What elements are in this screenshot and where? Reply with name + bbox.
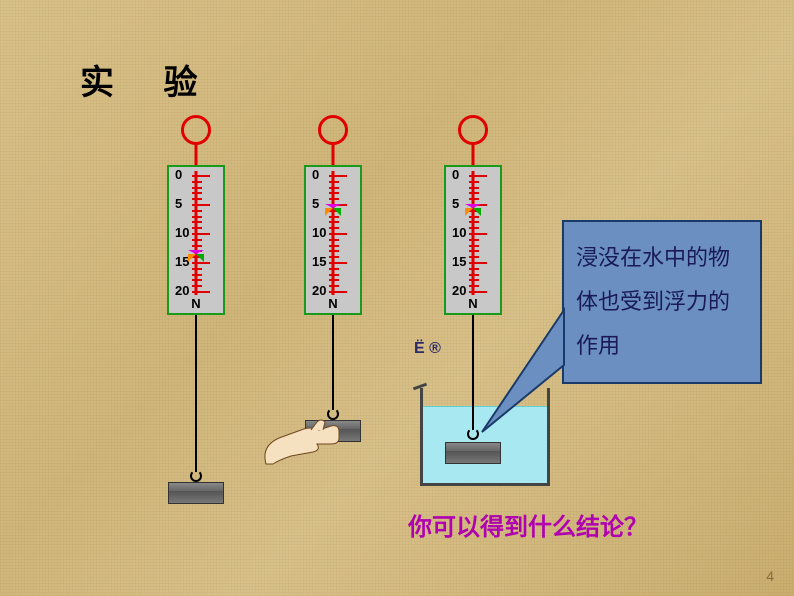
tick-label: 0 — [175, 167, 182, 182]
tick-label: 15 — [312, 254, 326, 269]
tick-label: 10 — [452, 225, 466, 240]
scale-body: 05101520N — [167, 165, 225, 315]
wire — [332, 315, 334, 410]
tick-minor — [469, 187, 479, 189]
hook-icon — [467, 428, 479, 440]
tick-minor — [192, 285, 202, 287]
tick-minor — [469, 198, 479, 200]
tick-label: 10 — [312, 225, 326, 240]
ring-icon — [458, 115, 488, 145]
tick-minor — [192, 198, 202, 200]
tick-major — [329, 175, 347, 177]
tick-minor — [329, 279, 339, 281]
tick-minor — [469, 256, 479, 258]
pointer-icon — [188, 254, 204, 262]
tick-minor — [192, 274, 202, 276]
wire — [195, 315, 197, 472]
tick-minor — [329, 187, 339, 189]
tick-label: 0 — [452, 167, 459, 182]
tick-minor — [329, 285, 339, 287]
tick-minor — [192, 268, 202, 270]
tick-minor — [469, 227, 479, 229]
tick-label: 20 — [452, 283, 466, 298]
tick-minor — [192, 210, 202, 212]
slide-title: 实 验 — [80, 55, 217, 104]
tick-major — [329, 233, 347, 235]
tick-minor — [469, 221, 479, 223]
pointer-icon — [325, 208, 341, 216]
tick-major — [192, 262, 210, 264]
tick-minor — [469, 279, 479, 281]
tick-major — [469, 291, 487, 293]
tick-minor — [329, 192, 339, 194]
tick-major — [192, 204, 210, 206]
scale-body: 0 5 10 15 20N — [444, 165, 502, 315]
tick-minor — [329, 181, 339, 183]
tick-label: 5 — [452, 196, 459, 211]
weight-block — [168, 482, 224, 504]
tick-label: 5 — [175, 196, 182, 211]
tick-minor — [469, 216, 479, 218]
tick-minor — [192, 227, 202, 229]
unit-label: N — [328, 296, 337, 311]
tick-minor — [192, 221, 202, 223]
tick-minor — [469, 268, 479, 270]
pointer-icon — [465, 208, 481, 216]
tick-minor — [329, 216, 339, 218]
tick-label: 5 — [312, 196, 319, 211]
weight-block — [445, 442, 501, 464]
tick-minor — [192, 187, 202, 189]
tick-major — [192, 291, 210, 293]
tick-label: 0 — [312, 167, 319, 182]
tick-major — [469, 175, 487, 177]
tick-minor — [469, 192, 479, 194]
tick-minor — [469, 245, 479, 247]
hook-icon — [190, 470, 202, 482]
callout-box: 浸没在水中的物体也受到浮力的作用 — [562, 220, 762, 384]
water-label: Ë ® — [414, 340, 441, 358]
tick-minor — [329, 245, 339, 247]
tick-major — [329, 262, 347, 264]
ring-icon — [181, 115, 211, 145]
tick-major — [469, 262, 487, 264]
tick-minor — [192, 279, 202, 281]
tick-minor — [192, 192, 202, 194]
tick-minor — [329, 274, 339, 276]
tick-minor — [192, 216, 202, 218]
tick-minor — [469, 239, 479, 241]
hand-icon — [261, 416, 351, 471]
tick-minor — [192, 245, 202, 247]
tick-minor — [469, 250, 479, 252]
tick-minor — [192, 239, 202, 241]
tick-minor — [329, 268, 339, 270]
tick-label: 10 — [175, 225, 189, 240]
tick-label: 20 — [175, 283, 189, 298]
tick-minor — [329, 221, 339, 223]
tick-major — [469, 233, 487, 235]
tick-minor — [469, 285, 479, 287]
wire — [472, 315, 474, 430]
tick-minor — [329, 250, 339, 252]
ring-icon — [318, 115, 348, 145]
tick-minor — [329, 227, 339, 229]
slide-number: 4 — [766, 568, 774, 584]
tick-label: 20 — [312, 283, 326, 298]
scale-body: 0 5 10 15 20N — [304, 165, 362, 315]
beaker — [420, 388, 550, 486]
tick-minor — [329, 198, 339, 200]
tick-major — [192, 233, 210, 235]
tick-minor — [469, 181, 479, 183]
tick-major — [329, 291, 347, 293]
callout-text: 浸没在水中的物体也受到浮力的作用 — [576, 245, 730, 358]
tick-label: 15 — [452, 254, 466, 269]
tick-minor — [329, 256, 339, 258]
unit-label: N — [191, 296, 200, 311]
unit-label: N — [468, 296, 477, 311]
tick-minor — [329, 239, 339, 241]
question-text: 你可以得到什么结论？ — [408, 508, 688, 549]
tick-minor — [192, 181, 202, 183]
tick-major — [192, 175, 210, 177]
tick-minor — [469, 274, 479, 276]
